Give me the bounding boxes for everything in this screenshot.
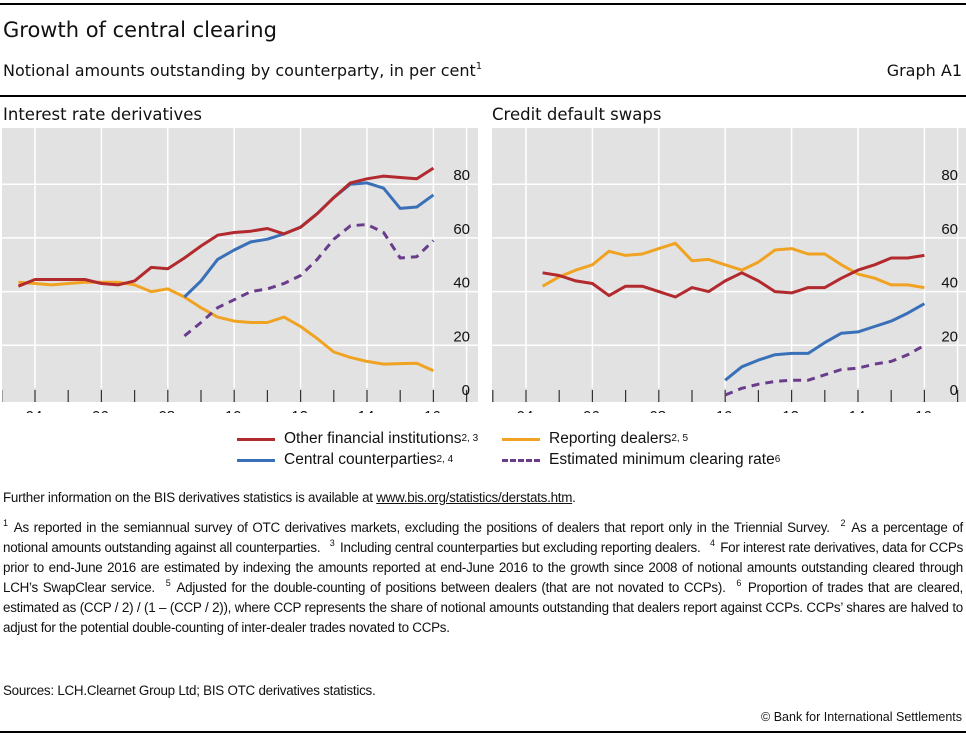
footnote-number: 1 xyxy=(3,518,8,528)
x-tick-label: 16 xyxy=(915,408,932,413)
y-tick-label: 0 xyxy=(462,382,470,399)
legend-item-estimated-min: Estimated minimum clearing rate 6 xyxy=(502,451,780,469)
y-tick-label: 60 xyxy=(941,221,958,238)
further-info: Further information on the BIS derivativ… xyxy=(3,488,963,508)
footnote-text: For interest rate derivatives, data for … xyxy=(3,540,964,595)
footnote-number: 2 xyxy=(840,518,846,528)
header-rule xyxy=(0,95,966,97)
copyright: © Bank for International Settlements xyxy=(761,710,962,724)
bottom-rule xyxy=(0,731,966,733)
legend-swatch-estimated-min xyxy=(502,458,540,462)
x-tick-label: 08 xyxy=(158,408,175,413)
chart-interest-rate-derivatives: 0 20 40 60 80 04 06 08 10 12 14 16 xyxy=(2,128,478,413)
sources: Sources: LCH.Clearnet Group Ltd; BIS OTC… xyxy=(3,683,376,698)
subtitle-footnote-ref: 1 xyxy=(475,61,483,72)
footnote-text: As reported in the semiannual survey of … xyxy=(9,520,835,535)
further-info-suffix: . xyxy=(572,490,576,505)
derstats-link[interactable]: www.bis.org/statistics/derstats.htm xyxy=(376,490,573,505)
x-tick-label: 04 xyxy=(517,408,534,413)
y-tick-label: 20 xyxy=(941,328,958,345)
footnote-text: As a percentage of notional amounts outs… xyxy=(3,520,963,555)
panel-title-cds: Credit default swaps xyxy=(492,105,662,124)
x-tick-label: 10 xyxy=(716,408,733,413)
series-line-reporting-dealers xyxy=(18,280,435,373)
x-tick-label: 16 xyxy=(424,408,441,413)
y-tick-label: 20 xyxy=(453,328,470,345)
further-info-prefix: Further information on the BIS derivativ… xyxy=(3,490,377,505)
chart-subtitle: Notional amounts outstanding by counterp… xyxy=(3,61,482,80)
legend-label: Reporting dealers xyxy=(549,430,672,447)
footnote-text: Including central counterparties but exc… xyxy=(336,540,704,555)
legend-label: Central counterparties xyxy=(284,451,437,468)
y-tick-label: 40 xyxy=(941,275,958,292)
footnote-number: 5 xyxy=(165,578,171,588)
x-tick-label: 06 xyxy=(92,408,109,413)
y-tick-label: 80 xyxy=(453,167,470,184)
x-tick-label: 12 xyxy=(291,408,308,413)
x-tick-label: 12 xyxy=(782,408,799,413)
legend-item-other-financial: Other financial institutions 2, 3 xyxy=(237,430,478,448)
legend-label: Estimated minimum clearing rate xyxy=(549,451,775,468)
panel-title-interest-rate: Interest rate derivatives xyxy=(3,105,203,124)
series-line-other-financial xyxy=(17,166,435,288)
legend-swatch-reporting-dealers xyxy=(502,437,540,441)
legend-item-reporting-dealers: Reporting dealers 2, 5 xyxy=(502,430,688,448)
y-tick-label: 60 xyxy=(453,221,470,238)
x-tick-label: 04 xyxy=(26,408,43,413)
legend-label: Other financial institutions xyxy=(284,430,462,447)
footnotes: 1 As reported in the semiannual survey o… xyxy=(3,518,963,638)
x-tick-label: 14 xyxy=(358,408,375,413)
footnote-number: 4 xyxy=(709,538,715,548)
footnote-number: 6 xyxy=(736,578,742,588)
footnote-text: Proportion of trades that are cleared, e… xyxy=(3,580,963,635)
x-tick-label: 10 xyxy=(225,408,242,413)
series-line-estimated-min xyxy=(183,223,435,338)
footnote-text: Adjusted for the double-counting of posi… xyxy=(172,580,731,595)
plot-area xyxy=(2,128,478,402)
series-line-other-financial xyxy=(542,253,925,299)
chart-credit-default-swaps: 0 20 40 60 80 04 06 08 10 12 14 16 xyxy=(492,128,966,413)
x-tick-label: 06 xyxy=(583,408,600,413)
legend-item-central-counterparties: Central counterparties 2, 4 xyxy=(237,451,453,469)
legend-swatch-other-financial xyxy=(237,437,275,441)
subtitle-text: Notional amounts outstanding by counterp… xyxy=(3,61,476,80)
chart-title: Growth of central clearing xyxy=(3,18,277,42)
footnote-number: 3 xyxy=(329,538,335,548)
y-tick-label: 0 xyxy=(950,382,958,399)
top-rule xyxy=(0,3,966,5)
y-tick-label: 80 xyxy=(941,167,958,184)
y-tick-label: 40 xyxy=(453,275,470,292)
legend-swatch-central-counterparties xyxy=(237,458,275,462)
x-tick-label: 08 xyxy=(649,408,666,413)
series-line-reporting-dealers xyxy=(541,241,925,290)
graph-id: Graph A1 xyxy=(886,61,962,80)
x-tick-label: 14 xyxy=(849,408,866,413)
